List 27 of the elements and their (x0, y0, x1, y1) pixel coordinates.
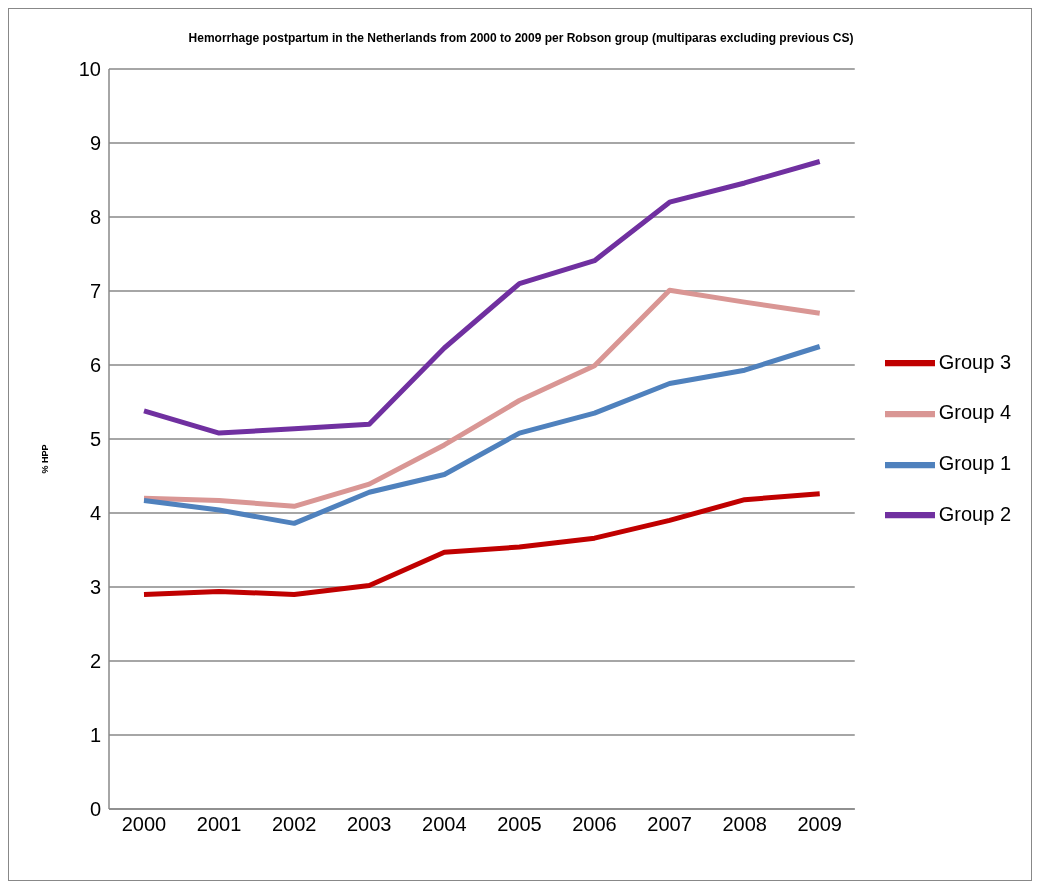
y-tick-label: 1 (89, 724, 101, 747)
y-tick-label: 0 (89, 798, 101, 821)
x-tick-label: 2000 (121, 813, 167, 836)
legend-label: Group 2 (938, 502, 1011, 525)
x-tick-label: 2009 (797, 813, 842, 836)
x-tick-label: 2006 (572, 813, 617, 836)
x-tick-label: 2005 (497, 813, 542, 836)
chart-title: Hemorrhage postpartum in the Netherlands from 2000 to 2009 per Robson group (multiparas excluding previous CS) (187, 31, 855, 45)
x-tick-label: 2002 (271, 813, 317, 836)
y-tick-label: 2 (89, 650, 101, 673)
legend-label: Group 3 (938, 350, 1011, 373)
x-tick-label: 2003 (346, 813, 392, 836)
y-tick-label: 7 (89, 280, 101, 303)
y-tick-label: 5 (89, 428, 101, 451)
y-tick-label: 8 (89, 206, 101, 229)
y-tick-label: 9 (89, 132, 101, 155)
y-axis-title: % HPP (40, 444, 50, 474)
x-tick-label: 2007 (647, 813, 692, 836)
x-tick-label: 2001 (196, 813, 242, 836)
x-tick-label: 2004 (422, 813, 467, 836)
y-tick-label: 4 (89, 502, 101, 525)
x-tick-label: 2008 (722, 813, 767, 836)
legend-label: Group 4 (938, 401, 1011, 424)
y-tick-label: 6 (89, 354, 101, 377)
y-tick-label: 10 (78, 58, 101, 81)
y-tick-label: 3 (89, 576, 101, 599)
legend-label: Group 1 (938, 452, 1011, 474)
